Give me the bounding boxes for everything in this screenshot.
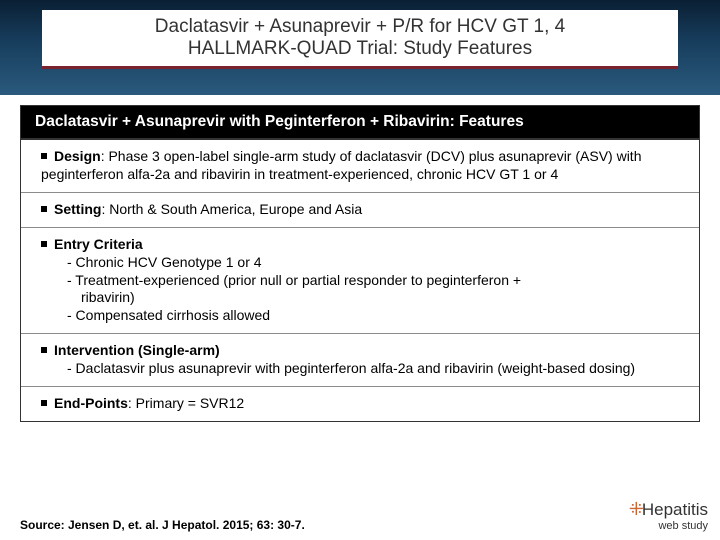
item-text: : Primary = SVR12 [128, 395, 244, 411]
sub-line: ribavirin) [41, 289, 683, 307]
list-item: Design: Phase 3 open-label single-arm st… [21, 140, 699, 193]
list-item: End-Points: Primary = SVR12 [21, 387, 699, 421]
item-text: : Phase 3 open-label single-arm study of… [41, 148, 641, 182]
section-banner: Daclatasvir + Asunaprevir with Peginterf… [20, 105, 700, 139]
bullet-icon [41, 241, 47, 247]
item-label: Design [54, 148, 101, 164]
header-bar: Daclatasvir + Asunaprevir + P/R for HCV … [0, 0, 720, 95]
accent-line [42, 66, 678, 69]
sub-line: - Compensated cirrhosis allowed [41, 307, 683, 325]
sub-line: - Chronic HCV Genotype 1 or 4 [41, 254, 683, 272]
item-label: Intervention (Single-arm) [54, 342, 220, 358]
bullet-icon [41, 153, 47, 159]
bullet-icon [41, 206, 47, 212]
item-label: End-Points [54, 395, 128, 411]
logo-name: ⁜Hepatitis [629, 499, 708, 520]
item-text: : North & South America, Europe and Asia [101, 201, 362, 217]
logo-sub: web study [629, 520, 708, 532]
title-line-2: HALLMARK-QUAD Trial: Study Features [62, 38, 658, 60]
title-line-1: Daclatasvir + Asunaprevir + P/R for HCV … [62, 16, 658, 38]
item-label: Entry Criteria [54, 236, 143, 252]
footer: Source: Jensen D, et. al. J Hepatol. 201… [20, 499, 708, 532]
title-box: Daclatasvir + Asunaprevir + P/R for HCV … [42, 10, 678, 66]
source-citation: Source: Jensen D, et. al. J Hepatol. 201… [20, 518, 305, 532]
list-item: Intervention (Single-arm) - Daclatasvir … [21, 334, 699, 387]
bullet-icon [41, 400, 47, 406]
item-label: Setting [54, 201, 101, 217]
logo: ⁜Hepatitis web study [629, 499, 708, 532]
list-item: Setting: North & South America, Europe a… [21, 193, 699, 228]
content-box: Design: Phase 3 open-label single-arm st… [20, 139, 700, 422]
bullet-icon [41, 347, 47, 353]
sub-line: - Daclatasvir plus asunaprevir with pegi… [41, 360, 683, 378]
sub-line: - Treatment-experienced (prior null or p… [41, 272, 683, 290]
list-item: Entry Criteria - Chronic HCV Genotype 1 … [21, 228, 699, 335]
logo-dots-icon: ⁜ [629, 499, 642, 519]
